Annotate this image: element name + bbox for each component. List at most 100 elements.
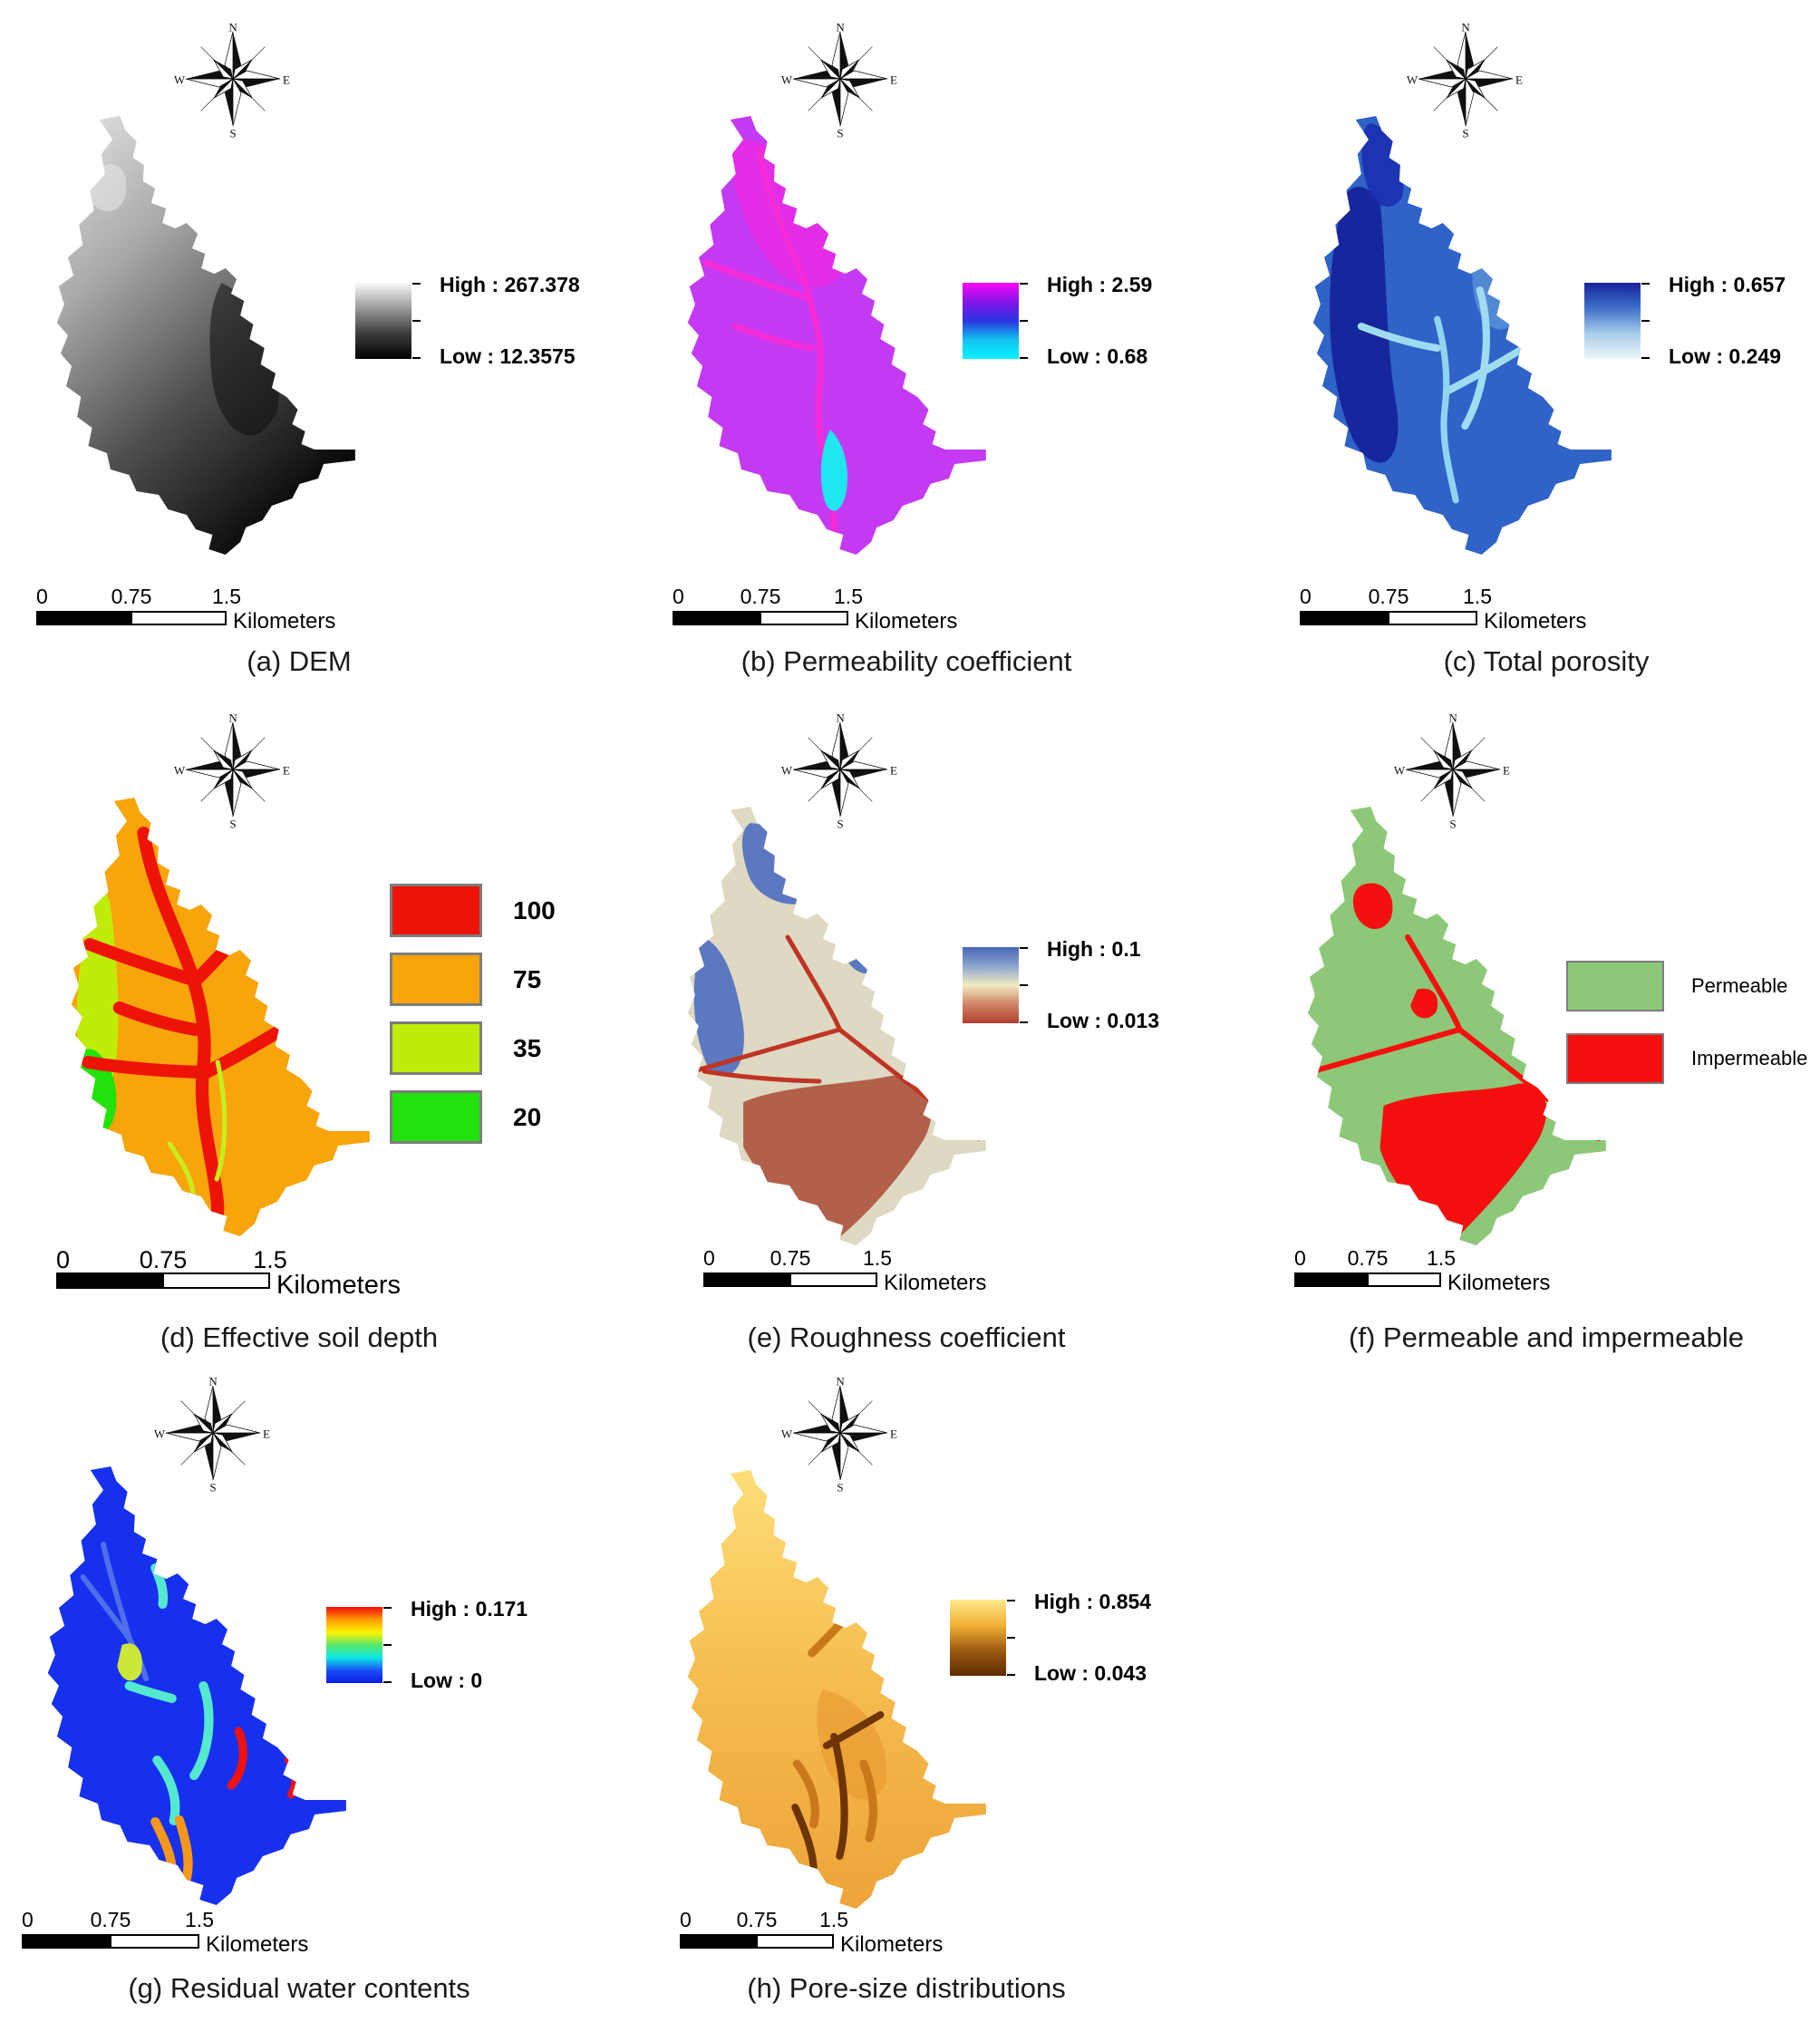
watershed-map-svg [1312, 116, 1612, 555]
scalebar: 0 0.75 1.5 Kilometers [680, 1908, 943, 1956]
scalebar-tick-labels: 0 0.75 1.5 [1300, 585, 1492, 611]
svg-text:W: W [781, 1427, 793, 1441]
svg-text:N: N [1448, 711, 1457, 725]
compass-rose-svg: N E S W [1407, 21, 1523, 140]
scalebar-tick-label: 1.5 [863, 1246, 892, 1270]
svg-text:S: S [837, 1481, 843, 1493]
svg-text:N: N [836, 711, 845, 725]
porosity-map [1283, 111, 1617, 564]
scalebar-tick-label: 0 [36, 585, 48, 608]
scalebar-bar [703, 1272, 877, 1287]
scalebar-tick-labels: 0 0.75 1.5 [703, 1246, 892, 1272]
scalebar-tick-label: 1.5 [819, 1908, 848, 1931]
legend-swatch [1566, 1033, 1664, 1084]
scalebar-bar [680, 1934, 834, 1949]
legend-labels: High : 267.378 Low : 12.3575 [440, 273, 580, 369]
scalebar-tick-label: 0.75 [1368, 585, 1409, 608]
legend-tick [1007, 1600, 1015, 1601]
legend-low-label: Low : 0.013 [1047, 1009, 1159, 1032]
dem-map [27, 111, 361, 564]
svg-text:S: S [209, 1481, 216, 1493]
legend-ticks [1641, 283, 1651, 359]
legend-swatch [390, 953, 482, 1006]
legend-ticks [1006, 1600, 1016, 1676]
legend-tick [1641, 283, 1650, 285]
legend-ticks [1019, 947, 1029, 1023]
scalebar-row: Kilometers [1294, 1272, 1550, 1294]
legend-item: Impermeable [1566, 1033, 1807, 1084]
scalebar-tick-labels: 0 0.75 1.5 [22, 1908, 214, 1934]
svg-text:W: W [174, 73, 186, 87]
legend-item-label: 35 [513, 1033, 542, 1062]
scalebar-row: Kilometers [1300, 611, 1586, 633]
legend-swatches: Permeable Impermeable [1566, 961, 1807, 1084]
legend-ticks [382, 1607, 392, 1683]
legend-color-ramp [355, 283, 411, 359]
legend-low-label: Low : 12.3575 [440, 344, 576, 368]
scalebar-unit-label: Kilometers [1447, 1271, 1551, 1295]
pore-size-legend: High : 0.854 Low : 0.043 [950, 1590, 1151, 1686]
legend-tick [412, 283, 421, 285]
legend-color-ramp [950, 1600, 1006, 1676]
legend-tick [412, 320, 421, 322]
watershed-map-svg [687, 116, 986, 555]
legend-high-label: High : 0.1 [1047, 937, 1141, 961]
legend-labels: High : 0.854 Low : 0.043 [1034, 1590, 1151, 1686]
svg-text:E: E [890, 73, 897, 87]
svg-text:S: S [837, 818, 843, 829]
scalebar-tick-label: 0 [680, 1908, 692, 1931]
legend-labels: High : 0.1 Low : 0.013 [1047, 937, 1159, 1033]
legend-ramp: High : 0.171 Low : 0 [326, 1597, 528, 1693]
legend-swatch [390, 1021, 482, 1075]
legend-swatch [1566, 961, 1664, 1011]
soil-depth-map [42, 792, 375, 1245]
scalebar-empty-segment [131, 613, 225, 624]
scalebar-tick-label: 0.75 [770, 1246, 811, 1270]
roughness-legend: High : 0.1 Low : 0.013 [963, 937, 1159, 1033]
legend-high-label: High : 0.854 [1034, 1590, 1152, 1613]
legend-ramp: High : 267.378 Low : 12.3575 [355, 273, 580, 369]
scalebar: 0 0.75 1.5 Kilometers [36, 585, 335, 633]
scalebar-unit-label: Kilometers [276, 1271, 401, 1300]
scalebar: 0 0.75 1.5 Kilometers [56, 1246, 401, 1299]
compass-rose-svg: N E S W [781, 21, 897, 140]
scalebar-tick-label: 0.75 [90, 1908, 131, 1931]
scalebar-tick-label: 1.5 [834, 585, 863, 608]
svg-text:E: E [890, 764, 897, 778]
svg-text:W: W [781, 73, 793, 87]
compass-rose-icon: N E S W [174, 20, 292, 140]
porosity-legend: High : 0.657 Low : 0.249 [1584, 273, 1786, 369]
scalebar: 0 0.75 1.5 Kilometers [703, 1246, 986, 1294]
legend-item-label: Impermeable [1691, 1047, 1808, 1069]
legend-low-label: Low : 0.249 [1669, 344, 1781, 368]
watershed-map-svg [71, 798, 370, 1236]
scalebar-unit-label: Kilometers [206, 1932, 309, 1957]
soil-depth-legend: 100 75 35 20 [390, 884, 556, 1159]
scalebar-tick-label: 0.75 [1347, 1246, 1389, 1270]
scalebar-filled-segment [24, 1936, 110, 1947]
compass-rose-svg: N E S W [174, 711, 290, 831]
caption-e: (e) Roughness coefficient [747, 1321, 1066, 1353]
scalebar-tick-label: 0 [1294, 1246, 1306, 1270]
scalebar-tick-label: 0 [1300, 585, 1312, 608]
legend-ticks [411, 283, 421, 359]
svg-text:N: N [836, 21, 845, 34]
compass-rose-icon: N E S W [174, 711, 292, 831]
legend-tick [1007, 1674, 1015, 1676]
watershed-map-svg [1307, 807, 1606, 1245]
scalebar-filled-segment [682, 1936, 756, 1947]
scalebar-row: Kilometers [680, 1934, 943, 1956]
legend-tick [1007, 1637, 1015, 1639]
caption-f: (f) Permeable and impermeable [1349, 1321, 1744, 1353]
caption-a: (a) DEM [247, 645, 352, 677]
scalebar-empty-segment [110, 1936, 198, 1947]
scalebar-tick-labels: 0 0.75 1.5 [1294, 1246, 1456, 1272]
compass-rose-icon: N E S W [1407, 20, 1525, 140]
scalebar-tick-label: 0.75 [111, 585, 152, 608]
scalebar-empty-segment [789, 1274, 876, 1285]
compass-rose-icon: N E S W [154, 1374, 272, 1495]
watershed-map-svg [687, 1470, 986, 1909]
scalebar-empty-segment [1388, 613, 1476, 624]
legend-swatches: 100 75 35 20 [390, 884, 556, 1144]
caption-b: (b) Permeability coefficient [741, 645, 1072, 677]
